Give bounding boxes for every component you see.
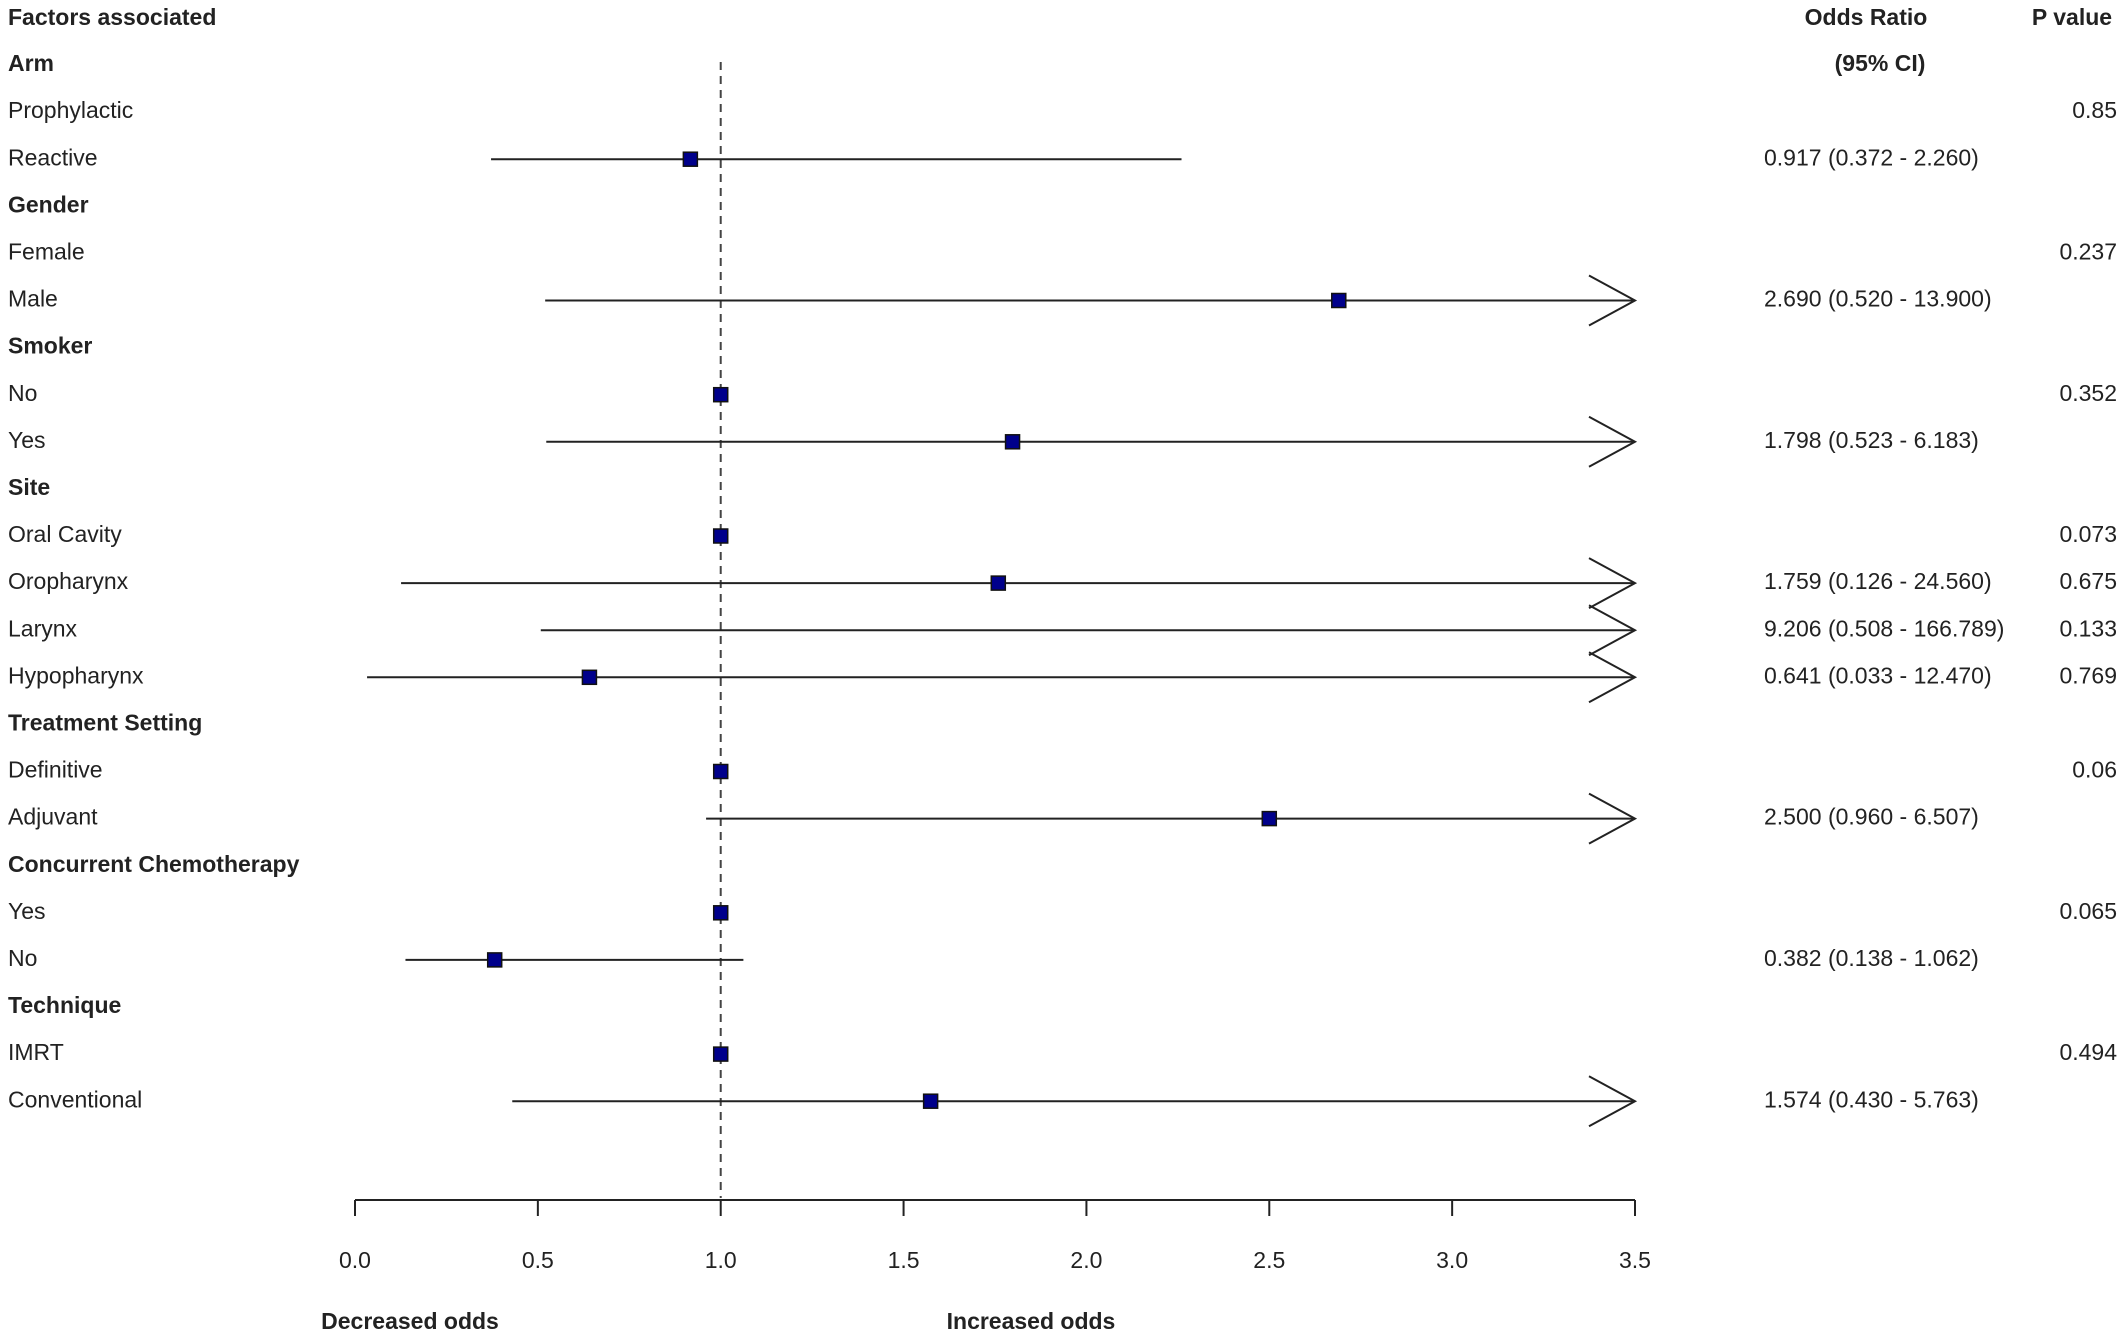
column-title: (95% CI)	[1835, 50, 1926, 76]
group-label: Gender	[8, 191, 89, 217]
group-label: Site	[8, 474, 50, 500]
row-label: IMRT	[8, 1039, 64, 1065]
group-label: Treatment Setting	[8, 709, 202, 735]
estimate-marker	[712, 763, 729, 780]
x-axis-label: Decreased odds	[321, 1308, 499, 1334]
row-label: Oropharynx	[8, 568, 129, 594]
row-label: Yes	[8, 898, 46, 924]
ci-arrow	[1588, 792, 1638, 845]
ci-arrow	[1588, 415, 1638, 468]
p-value: 0.065	[2059, 898, 2117, 924]
row-label: Reactive	[8, 144, 97, 170]
group-label: Arm	[8, 50, 54, 76]
estimate-marker	[1331, 292, 1347, 309]
row-label: Hypopharynx	[8, 662, 144, 688]
estimate-marker	[1261, 810, 1278, 827]
x-tick-label: 2.5	[1253, 1247, 1285, 1273]
ci-arrow	[1588, 651, 1638, 704]
estimate-marker	[990, 575, 1007, 591]
x-tick-label: 1.5	[888, 1247, 920, 1273]
group-label: Concurrent Chemotherapy	[8, 851, 300, 877]
or-label: 1.574 (0.430 - 5.763)	[1764, 1086, 1979, 1112]
estimate-marker	[922, 1093, 939, 1109]
column-title: Odds Ratio	[1805, 4, 1928, 30]
p-value: 0.073	[2059, 521, 2117, 547]
ci-arrow	[1588, 274, 1638, 327]
p-value: 0.675	[2059, 568, 2117, 594]
row-label: Larynx	[8, 615, 78, 641]
x-tick-label: 3.0	[1436, 1247, 1468, 1273]
estimate-marker	[682, 151, 699, 167]
group-label: Smoker	[8, 333, 92, 359]
p-value: 0.06	[2072, 757, 2117, 783]
p-value: 0.352	[2059, 380, 2117, 406]
group-label: Technique	[8, 992, 121, 1018]
x-tick-label: 3.5	[1619, 1247, 1651, 1273]
estimate-marker	[486, 952, 503, 968]
row-label: Yes	[8, 427, 46, 453]
p-value: 0.494	[2059, 1039, 2117, 1065]
p-value: 0.237	[2059, 238, 2117, 264]
p-value: 0.133	[2059, 615, 2117, 641]
column-title: P value	[2032, 4, 2112, 30]
or-label: 9.206 (0.508 - 166.789)	[1764, 615, 2004, 641]
estimate-marker	[712, 905, 729, 921]
row-label: Conventional	[8, 1086, 142, 1112]
x-tick-label: 0.0	[339, 1247, 371, 1273]
column-title: Factors associated	[8, 4, 216, 30]
estimate-marker	[712, 528, 729, 544]
row-label: Female	[8, 238, 85, 264]
p-value: 0.769	[2059, 662, 2117, 688]
or-label: 1.759 (0.126 - 24.560)	[1764, 568, 1992, 594]
p-value: 0.85	[2072, 97, 2117, 123]
ci-arrow	[1588, 557, 1638, 609]
x-axis-label: Increased odds	[947, 1308, 1116, 1334]
row-label: No	[8, 945, 37, 971]
or-label: 0.917 (0.372 - 2.260)	[1764, 144, 1979, 170]
row-label: Definitive	[8, 757, 103, 783]
ci-arrow	[1588, 1075, 1638, 1128]
row-label: Prophylactic	[8, 97, 133, 123]
or-label: 0.382 (0.138 - 1.062)	[1764, 945, 1979, 971]
estimate-marker	[712, 1046, 729, 1062]
ci-arrow	[1588, 604, 1638, 657]
or-label: 2.690 (0.520 - 13.900)	[1764, 286, 1992, 312]
x-tick-label: 0.5	[522, 1247, 554, 1273]
row-label: Oral Cavity	[8, 521, 122, 547]
estimate-marker	[1004, 434, 1021, 450]
row-label: Male	[8, 286, 58, 312]
or-label: 0.641 (0.033 - 12.470)	[1764, 662, 1992, 688]
estimate-marker	[712, 386, 729, 403]
row-label: Adjuvant	[8, 804, 98, 830]
x-tick-label: 2.0	[1070, 1247, 1102, 1273]
row-label: No	[8, 380, 37, 406]
x-tick-label: 1.0	[705, 1247, 737, 1273]
or-label: 2.500 (0.960 - 6.507)	[1764, 804, 1979, 830]
estimate-marker	[581, 669, 598, 686]
or-label: 1.798 (0.523 - 6.183)	[1764, 427, 1979, 453]
